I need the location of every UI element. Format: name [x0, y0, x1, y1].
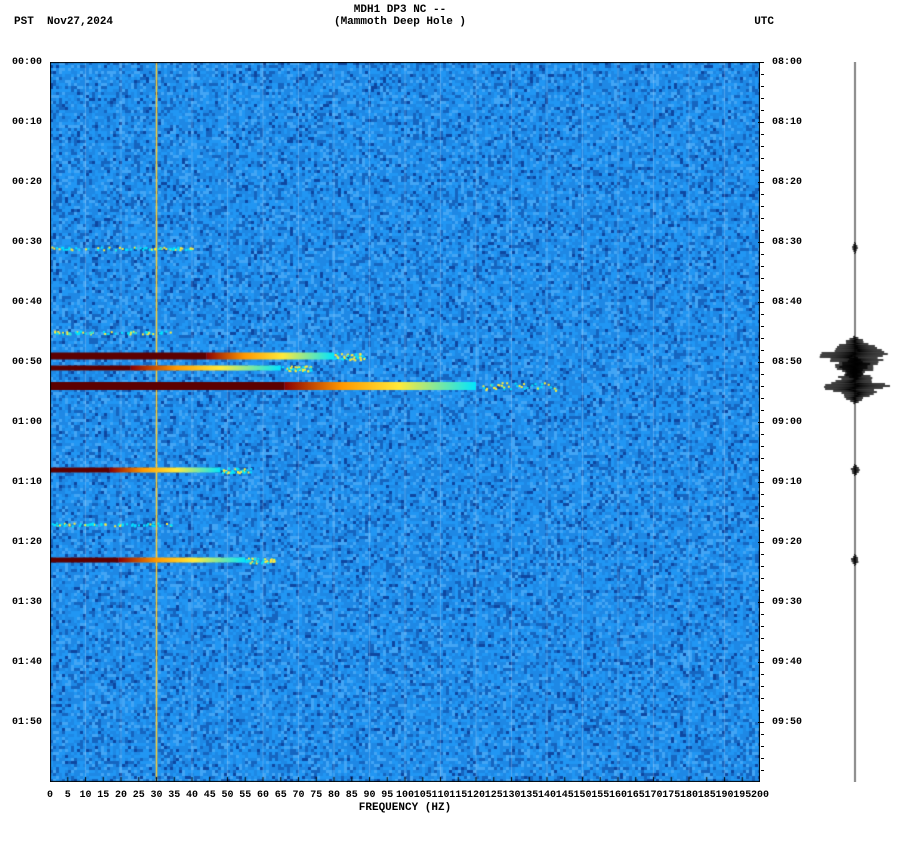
ytick-left-label: 01:50 — [12, 717, 42, 728]
xtick-label: 80 — [328, 790, 340, 801]
ytick-right-label: 09:20 — [772, 537, 802, 548]
xtick-label: 65 — [275, 790, 287, 801]
xtick-label: 140 — [538, 790, 556, 801]
xtick-label: 120 — [467, 790, 485, 801]
waveform-panel — [812, 62, 898, 782]
ytick-left-label: 00:20 — [12, 177, 42, 188]
xtick-label: 170 — [644, 790, 662, 801]
xtick-label: 200 — [751, 790, 769, 801]
xtick-label: 195 — [733, 790, 751, 801]
xtick-label: 15 — [97, 790, 109, 801]
header-right: UTC — [754, 16, 774, 28]
ytick-right-label: 09:40 — [772, 657, 802, 668]
xtick-label: 185 — [698, 790, 716, 801]
xtick-label: 20 — [115, 790, 127, 801]
spectrogram-canvas — [50, 62, 760, 782]
xtick-label: 100 — [396, 790, 414, 801]
ytick-left-label: 00:00 — [12, 57, 42, 68]
xtick-label: 95 — [381, 790, 393, 801]
xtick-label: 130 — [502, 790, 520, 801]
ytick-left-label: 00:10 — [12, 117, 42, 128]
xtick-label: 5 — [65, 790, 71, 801]
chart-title-line1: MDH1 DP3 NC -- — [0, 4, 800, 16]
header-left: PST Nov27,2024 — [14, 16, 113, 28]
ytick-left-label: 01:40 — [12, 657, 42, 668]
xtick-label: 150 — [573, 790, 591, 801]
xtick-label: 85 — [346, 790, 358, 801]
y-axis-left: 00:0000:1000:2000:3000:4000:5001:0001:10… — [10, 62, 50, 782]
xtick-label: 0 — [47, 790, 53, 801]
left-tz-label: PST — [14, 16, 34, 28]
right-tz-label: UTC — [754, 16, 774, 28]
ytick-left-label: 01:10 — [12, 477, 42, 488]
xtick-label: 45 — [204, 790, 216, 801]
xtick-label: 190 — [715, 790, 733, 801]
xtick-label: 25 — [133, 790, 145, 801]
ytick-right-label: 08:40 — [772, 297, 802, 308]
xtick-label: 10 — [79, 790, 91, 801]
xtick-label: 155 — [591, 790, 609, 801]
y-axis-right: 08:0008:1008:2008:3008:4008:5009:0009:10… — [764, 62, 804, 782]
xtick-label: 125 — [485, 790, 503, 801]
ytick-left-label: 01:30 — [12, 597, 42, 608]
ytick-left-label: 00:50 — [12, 357, 42, 368]
xtick-label: 160 — [609, 790, 627, 801]
ytick-left-label: 00:30 — [12, 237, 42, 248]
spectrogram-page: MDH1 DP3 NC -- (Mammoth Deep Hole ) PST … — [0, 0, 902, 864]
xtick-label: 175 — [662, 790, 680, 801]
ytick-right-label: 08:00 — [772, 57, 802, 68]
xtick-label: 60 — [257, 790, 269, 801]
ytick-left-label: 01:00 — [12, 417, 42, 428]
xtick-label: 30 — [150, 790, 162, 801]
ytick-right-label: 08:30 — [772, 237, 802, 248]
ytick-right-label: 08:50 — [772, 357, 802, 368]
ytick-right-label: 09:50 — [772, 717, 802, 728]
xtick-label: 90 — [363, 790, 375, 801]
xtick-label: 105 — [414, 790, 432, 801]
xtick-label: 75 — [310, 790, 322, 801]
xtick-label: 50 — [221, 790, 233, 801]
chart-title-line2: (Mammoth Deep Hole ) — [0, 16, 800, 28]
spectrogram-plot — [50, 62, 760, 782]
ytick-right-label: 08:10 — [772, 117, 802, 128]
waveform-canvas — [812, 62, 898, 782]
x-axis-label: FREQUENCY (HZ) — [50, 802, 760, 814]
xtick-label: 70 — [292, 790, 304, 801]
ytick-right-label: 08:20 — [772, 177, 802, 188]
xtick-label: 180 — [680, 790, 698, 801]
xtick-label: 55 — [239, 790, 251, 801]
date-label: Nov27,2024 — [47, 16, 113, 28]
xtick-label: 40 — [186, 790, 198, 801]
xtick-label: 165 — [627, 790, 645, 801]
xtick-label: 145 — [556, 790, 574, 801]
ytick-right-label: 09:10 — [772, 477, 802, 488]
xtick-label: 35 — [168, 790, 180, 801]
xtick-label: 135 — [520, 790, 538, 801]
ytick-right-label: 09:00 — [772, 417, 802, 428]
ytick-right-label: 09:30 — [772, 597, 802, 608]
xtick-label: 110 — [431, 790, 449, 801]
ytick-left-label: 01:20 — [12, 537, 42, 548]
xtick-label: 115 — [449, 790, 467, 801]
ytick-left-label: 00:40 — [12, 297, 42, 308]
